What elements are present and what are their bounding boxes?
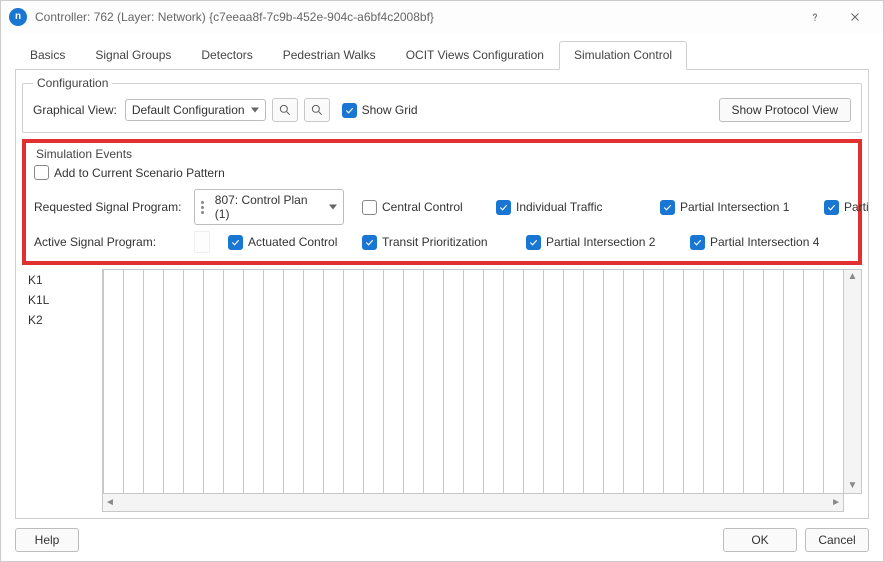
drag-handle-icon: [201, 201, 211, 214]
zoom-in-button[interactable]: [272, 98, 298, 122]
tab-detectors[interactable]: Detectors: [186, 41, 267, 69]
app-icon: n: [9, 8, 27, 26]
zoom-out-button[interactable]: [304, 98, 330, 122]
configuration-legend: Configuration: [33, 76, 112, 90]
graphical-view-select[interactable]: Default Configuration: [125, 99, 266, 121]
timeline-row-label: K1L: [28, 293, 96, 307]
scroll-left-icon[interactable]: ◄: [105, 498, 115, 508]
timeline-row-labels: K1 K1L K2: [22, 269, 102, 494]
titlebar: n Controller: 762 (Layer: Network) {c7ee…: [1, 1, 883, 33]
cb-individual-traffic[interactable]: Individual Traffic: [496, 200, 656, 215]
active-signal-label: Active Signal Program:: [34, 235, 184, 249]
configuration-group: Configuration Graphical View: Default Co…: [22, 76, 862, 133]
dialog-footer: Help OK Cancel: [1, 519, 883, 561]
add-to-scenario-checkbox[interactable]: Add to Current Scenario Pattern: [34, 165, 225, 180]
tab-basics[interactable]: Basics: [15, 41, 80, 69]
content-area: Basics Signal Groups Detectors Pedestria…: [1, 33, 883, 519]
simulation-events-highlight: Simulation Events Add to Current Scenari…: [22, 139, 862, 265]
timeline-row-label: K2: [28, 313, 96, 327]
tab-simulation-control[interactable]: Simulation Control: [559, 41, 687, 70]
timeline-grid[interactable]: [102, 269, 844, 494]
cancel-button[interactable]: Cancel: [805, 528, 869, 552]
tab-ocit-views[interactable]: OCIT Views Configuration: [391, 41, 559, 69]
requested-signal-select[interactable]: 807: Control Plan (1): [194, 189, 344, 225]
add-to-scenario-label: Add to Current Scenario Pattern: [54, 166, 225, 180]
graphical-view-value: Default Configuration: [132, 103, 245, 117]
vertical-scrollbar[interactable]: ▲ ▼: [844, 269, 862, 494]
dialog-window: n Controller: 762 (Layer: Network) {c7ee…: [0, 0, 884, 562]
requested-signal-value: 807: Control Plan (1): [215, 193, 323, 221]
close-icon[interactable]: [835, 3, 875, 31]
show-protocol-view-button[interactable]: Show Protocol View: [719, 98, 852, 122]
cb-transit-prioritization[interactable]: Transit Prioritization: [362, 235, 522, 250]
tab-pedestrian-walks[interactable]: Pedestrian Walks: [268, 41, 391, 69]
chevron-down-icon: [251, 108, 259, 113]
scroll-down-icon[interactable]: ▼: [848, 481, 858, 491]
active-signal-input[interactable]: [194, 231, 210, 253]
horizontal-scrollbar[interactable]: ◄ ►: [102, 494, 844, 512]
events-checkbox-grid-2: Actuated Control Transit Prioritization …: [228, 235, 850, 250]
tab-signal-groups[interactable]: Signal Groups: [80, 41, 186, 69]
ok-button[interactable]: OK: [723, 528, 797, 552]
events-checkbox-grid: Central Control Individual Traffic Parti…: [362, 200, 869, 215]
timeline-row-label: K1: [28, 273, 96, 287]
cb-partial-1[interactable]: Partial Intersection 1: [660, 200, 820, 215]
show-grid-checkbox[interactable]: Show Grid: [342, 103, 418, 118]
scroll-up-icon[interactable]: ▲: [848, 272, 858, 282]
requested-signal-label: Requested Signal Program:: [34, 200, 184, 214]
cb-central-control[interactable]: Central Control: [362, 200, 492, 215]
cb-actuated-control[interactable]: Actuated Control: [228, 235, 358, 250]
simulation-events-legend: Simulation Events: [34, 147, 850, 161]
tab-panel: Configuration Graphical View: Default Co…: [15, 70, 869, 519]
timeline-area: K1 K1L K2 ▲ ▼ ◄ ►: [22, 269, 862, 512]
show-grid-label: Show Grid: [362, 103, 418, 117]
help-icon[interactable]: [795, 3, 835, 31]
help-button[interactable]: Help: [15, 528, 79, 552]
window-title: Controller: 762 (Layer: Network) {c7eeaa…: [35, 10, 795, 24]
cb-partial-4[interactable]: Partial Intersection 4: [690, 235, 850, 250]
chevron-down-icon: [329, 205, 337, 210]
cb-partial-3[interactable]: Partial Intersection 3: [824, 200, 869, 215]
tab-bar: Basics Signal Groups Detectors Pedestria…: [15, 41, 869, 70]
cb-partial-2[interactable]: Partial Intersection 2: [526, 235, 686, 250]
graphical-view-label: Graphical View:: [33, 103, 117, 117]
scroll-right-icon[interactable]: ►: [831, 498, 841, 508]
